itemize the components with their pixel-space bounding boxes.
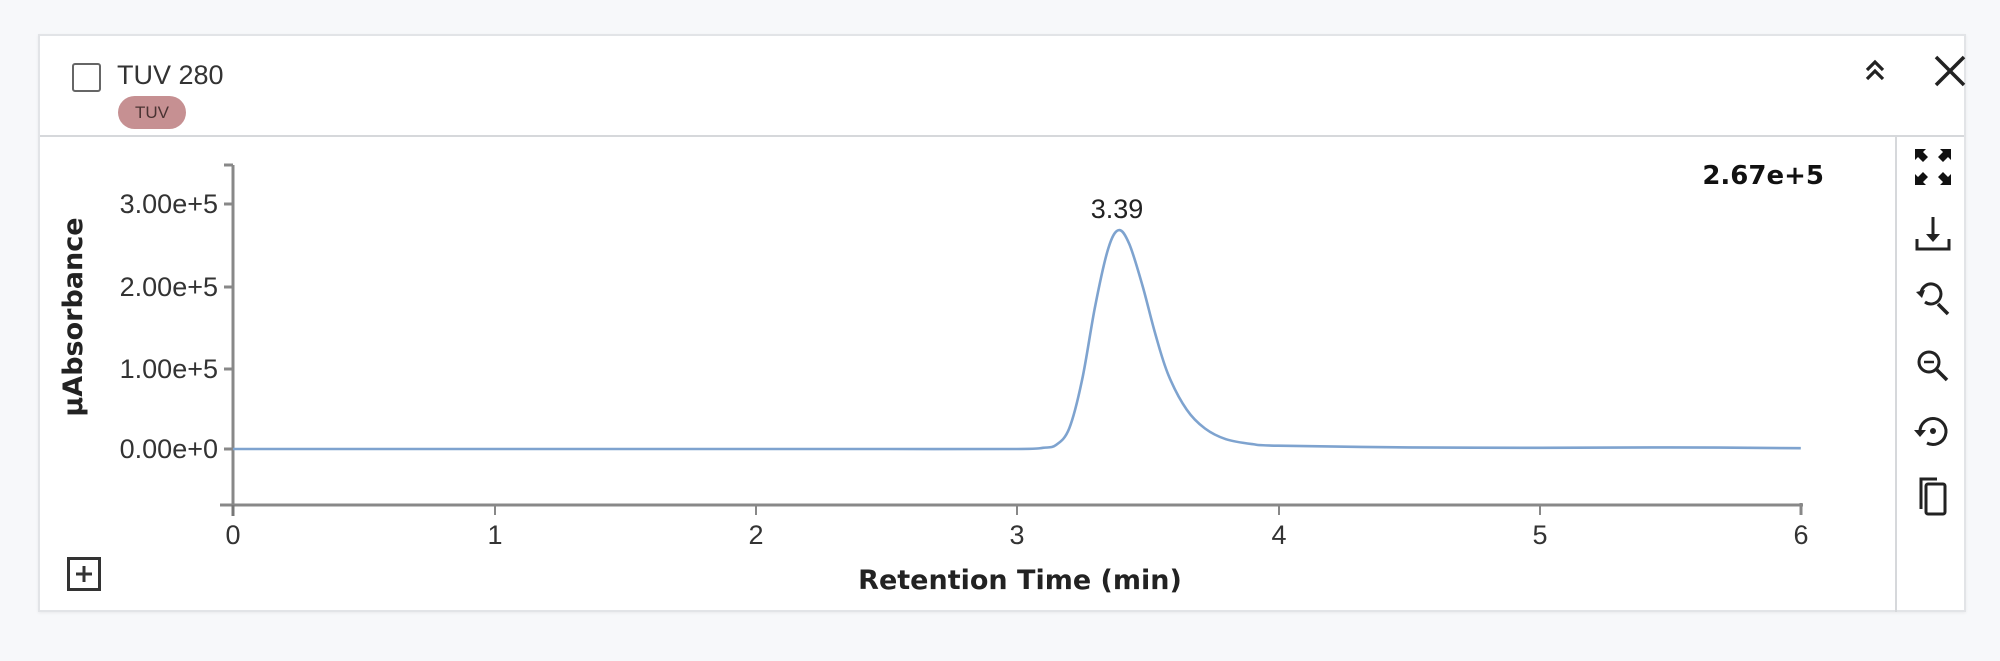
select-checkbox[interactable] [72, 63, 101, 92]
reset-zoom-button[interactable] [1911, 409, 1955, 453]
x-tick-label: 4 [1271, 520, 1286, 550]
chromatogram-chart: 3.00e+5 2.00e+5 1.00e+5 0.00e+0 µAbsorba… [58, 161, 1824, 596]
fullscreen-button[interactable] [1911, 145, 1955, 189]
x-tick-label: 1 [487, 520, 502, 550]
close-icon [1934, 55, 1966, 87]
y-tick-label: 3.00e+5 [120, 189, 218, 219]
x-tick-label: 6 [1793, 520, 1808, 550]
y-tick-label: 1.00e+5 [120, 354, 218, 384]
zoom-in-button[interactable] [1911, 277, 1955, 321]
collapse-button[interactable] [1850, 46, 1900, 96]
peak-label: 3.39 [1091, 194, 1144, 224]
y-tick-label: 0.00e+0 [120, 434, 218, 464]
y-tick-label: 2.00e+5 [120, 272, 218, 302]
chart-toolbar [1895, 137, 1966, 612]
detector-badge: TUV [118, 96, 186, 129]
expand-button[interactable] [67, 557, 101, 591]
chart-area[interactable]: 3.00e+5 2.00e+5 1.00e+5 0.00e+0 µAbsorba… [40, 137, 1895, 612]
x-tick-label: 3 [1009, 520, 1024, 550]
x-tick-label: 2 [748, 520, 763, 550]
zoom-in-icon [1916, 282, 1950, 316]
plus-square-icon [76, 566, 92, 582]
x-tick-label: 5 [1532, 520, 1547, 550]
max-value-label: 2.67e+5 [1702, 161, 1824, 191]
double-chevron-up-icon [1865, 59, 1885, 81]
fullscreen-icon [1915, 149, 1951, 185]
close-button[interactable] [1925, 46, 1975, 96]
panel-header: TUV 280 TUV [40, 36, 1966, 137]
zoom-out-button[interactable] [1911, 344, 1955, 388]
panel-title: TUV 280 [117, 60, 224, 90]
copy-button[interactable] [1911, 475, 1955, 519]
x-tick-label: 0 [225, 520, 240, 550]
download-button[interactable] [1911, 212, 1955, 256]
chromatogram-trace[interactable] [233, 228, 1801, 451]
copy-icon [1919, 477, 1947, 516]
zoom-out-icon [1917, 350, 1949, 382]
reset-icon [1914, 416, 1948, 446]
y-axis-title: µAbsorbance [58, 217, 89, 416]
download-icon [1915, 217, 1951, 251]
x-axis-title: Retention Time (min) [858, 565, 1182, 596]
chromatogram-panel: TUV 280 TUV 3.00e+5 2.00e+5 1.00e [38, 34, 1966, 612]
